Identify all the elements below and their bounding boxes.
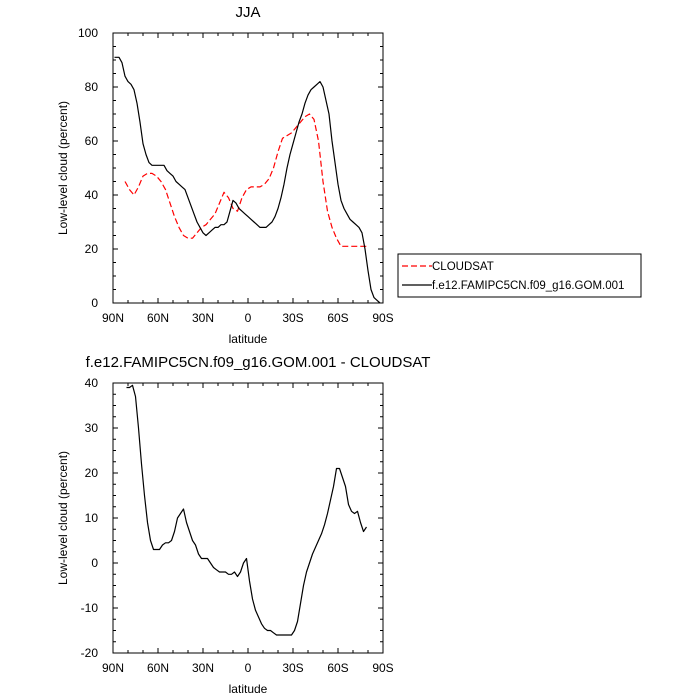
series-line-1	[114, 56, 381, 304]
x-tick-label: 30S	[282, 311, 303, 325]
series-line-0	[124, 113, 368, 247]
y-tick-label: 0	[91, 296, 98, 310]
y-tick-label: 20	[85, 466, 99, 480]
y-tick-label: 100	[78, 26, 98, 40]
x-tick-label: 60S	[327, 311, 348, 325]
legend-label-1: f.e12.FAMIPC5CN.f09_g16.GOM.001	[432, 280, 624, 292]
series-line-0	[126, 384, 367, 636]
x-axis-label: latitude	[229, 682, 268, 696]
y-tick-label: 40	[85, 376, 99, 390]
legend-label-0: CLOUDSAT	[432, 261, 494, 273]
x-tick-label: 60N	[147, 311, 169, 325]
legend: CLOUDSAT f.e12.FAMIPC5CN.f09_g16.GOM.001	[397, 253, 642, 298]
x-tick-label: 90S	[372, 661, 393, 675]
x-tick-label: 30N	[192, 661, 214, 675]
x-axis-label: latitude	[229, 332, 268, 346]
legend-box	[397, 253, 642, 298]
x-tick-label: 0	[245, 311, 252, 325]
x-tick-label: 90N	[102, 311, 124, 325]
chart-title: f.e12.FAMIPC5CN.f09_g16.GOM.001 - CLOUDS…	[86, 354, 431, 371]
y-axis-label: Low-level cloud (percent)	[56, 451, 70, 585]
y-tick-label: 60	[85, 134, 99, 148]
y-tick-label: 20	[85, 242, 99, 256]
y-tick-label: -20	[81, 646, 99, 660]
chart-title: JJA	[235, 4, 260, 21]
x-tick-label: 90S	[372, 311, 393, 325]
y-tick-label: 10	[85, 511, 99, 525]
y-tick-label: 30	[85, 421, 99, 435]
x-tick-label: 0	[245, 661, 252, 675]
x-tick-label: 60S	[327, 661, 348, 675]
chart-bottom-difference: f.e12.FAMIPC5CN.f09_g16.GOM.001 - CLOUDS…	[56, 354, 430, 696]
x-tick-label: 60N	[147, 661, 169, 675]
y-axis-label: Low-level cloud (percent)	[56, 101, 70, 235]
x-tick-label: 30N	[192, 311, 214, 325]
x-tick-label: 90N	[102, 661, 124, 675]
y-tick-label: 80	[85, 80, 99, 94]
plot-frame	[112, 32, 384, 304]
chart-top-jja: JJA 90N 60N 30N 0 30S 60S 90S 0 20 40 60 80 100 latitu…	[56, 4, 394, 346]
y-tick-label: 0	[91, 556, 98, 570]
y-tick-label: 40	[85, 188, 99, 202]
plot-frame	[112, 382, 384, 654]
y-tick-label: -10	[81, 601, 99, 615]
x-tick-label: 30S	[282, 661, 303, 675]
